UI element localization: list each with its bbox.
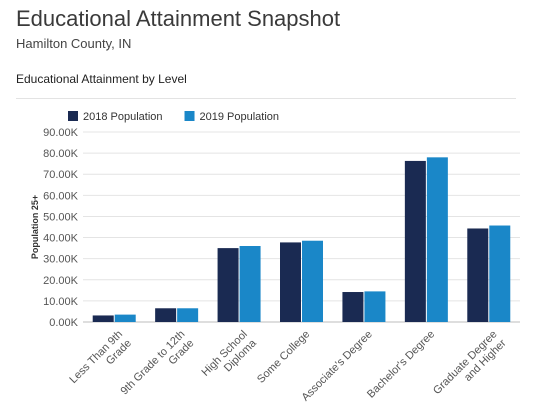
bar-2-7 (489, 225, 511, 322)
bar-2-4 (302, 240, 323, 322)
legend-swatch-1 (68, 111, 78, 121)
legend-label-1: 2018 Population (83, 111, 163, 123)
y-tick-label: 30.00K (43, 254, 79, 266)
y-tick-label: 20.00K (43, 275, 79, 287)
chart-title: Educational Attainment by Level (16, 72, 187, 86)
page-subtitle: Hamilton County, IN (16, 36, 132, 51)
bar-chart: 2018 Population 2019 Population 0.00K 10.00… (30, 111, 520, 404)
bar-1-7 (467, 228, 489, 322)
y-tick-label: 70.00K (43, 169, 79, 181)
x-tick-label: Some College (255, 328, 312, 385)
x-tick-label: Associate's Degree (300, 328, 375, 403)
y-tick-label: 10.00K (43, 296, 79, 308)
y-tick-label: 50.00K (43, 211, 79, 223)
legend-label-2: 2019 Population (200, 111, 280, 123)
bar-1-4 (280, 242, 301, 322)
y-tick-label: 80.00K (43, 148, 79, 160)
y-axis-title: Population 25+ (30, 195, 40, 259)
x-tick-label: Graduate Degreeand Higher (431, 328, 509, 404)
bar-2-2 (177, 308, 199, 322)
page-title: Educational Attainment Snapshot (16, 6, 341, 31)
x-tick-label: 9th Grade to 12thGrade (118, 328, 196, 404)
y-tick-label: 0.00K (49, 317, 78, 329)
bar-1-2 (155, 308, 177, 322)
y-tick-label: 60.00K (43, 190, 79, 202)
bar-2-1 (114, 314, 136, 322)
x-tick-label: Bachelor's Degree (365, 328, 437, 400)
bar-2-5 (364, 291, 386, 322)
bar-1-1 (92, 315, 114, 322)
bar-2-3 (239, 246, 261, 322)
legend-swatch-2 (184, 111, 195, 121)
bar-2-6 (426, 157, 448, 322)
x-tick-label: High SchoolDiploma (199, 328, 259, 388)
bar-1-5 (342, 292, 364, 322)
y-tick-label: 90.00K (43, 127, 79, 139)
bar-1-6 (404, 160, 426, 322)
title-divider (16, 98, 516, 99)
bar-1-3 (217, 248, 239, 322)
y-tick-label: 40.00K (43, 233, 79, 245)
